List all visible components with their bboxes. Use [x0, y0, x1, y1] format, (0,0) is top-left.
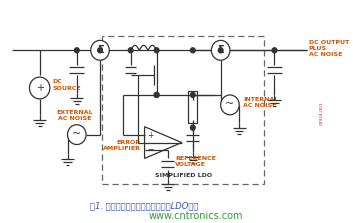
Bar — [102, 36, 264, 184]
Text: www.cntronics.com: www.cntronics.com — [148, 211, 243, 221]
Circle shape — [219, 48, 223, 53]
Circle shape — [128, 48, 133, 53]
Text: ~: ~ — [225, 99, 235, 109]
Text: 09924-001: 09924-001 — [320, 101, 324, 125]
Circle shape — [191, 48, 195, 53]
Circle shape — [154, 93, 159, 97]
Text: DC OUTPUT
PLUS
AC NOISE: DC OUTPUT PLUS AC NOISE — [309, 40, 349, 57]
Circle shape — [272, 48, 277, 53]
Circle shape — [67, 125, 86, 145]
Circle shape — [211, 40, 230, 60]
Circle shape — [221, 95, 239, 115]
Text: SIMPLIFIED LDO: SIMPLIFIED LDO — [155, 173, 212, 178]
Text: INTERNAL
AC NOISE: INTERNAL AC NOISE — [243, 97, 278, 108]
Text: REFERENCE
VOLTAGE: REFERENCE VOLTAGE — [175, 156, 216, 167]
Text: ~: ~ — [72, 129, 82, 139]
Text: ERROR
AMPLIFIER: ERROR AMPLIFIER — [103, 140, 141, 151]
Circle shape — [74, 48, 79, 53]
Circle shape — [191, 93, 195, 97]
Text: Σ: Σ — [217, 45, 224, 55]
Text: 图1. 显示内部和外部噪声源的简化LDO框图: 图1. 显示内部和外部噪声源的简化LDO框图 — [90, 202, 199, 211]
Circle shape — [98, 48, 102, 53]
Text: DC
SOURCE: DC SOURCE — [53, 79, 81, 91]
Circle shape — [191, 125, 195, 130]
Text: EXTERNAL
AC NOISE: EXTERNAL AC NOISE — [56, 109, 93, 121]
Circle shape — [91, 40, 109, 60]
Bar — [188, 91, 197, 123]
Circle shape — [154, 48, 159, 53]
Text: +: + — [147, 131, 154, 140]
Circle shape — [29, 77, 50, 99]
Text: +: + — [36, 83, 44, 93]
Circle shape — [154, 93, 159, 97]
Text: Σ: Σ — [97, 45, 103, 55]
Text: −: − — [147, 145, 154, 154]
